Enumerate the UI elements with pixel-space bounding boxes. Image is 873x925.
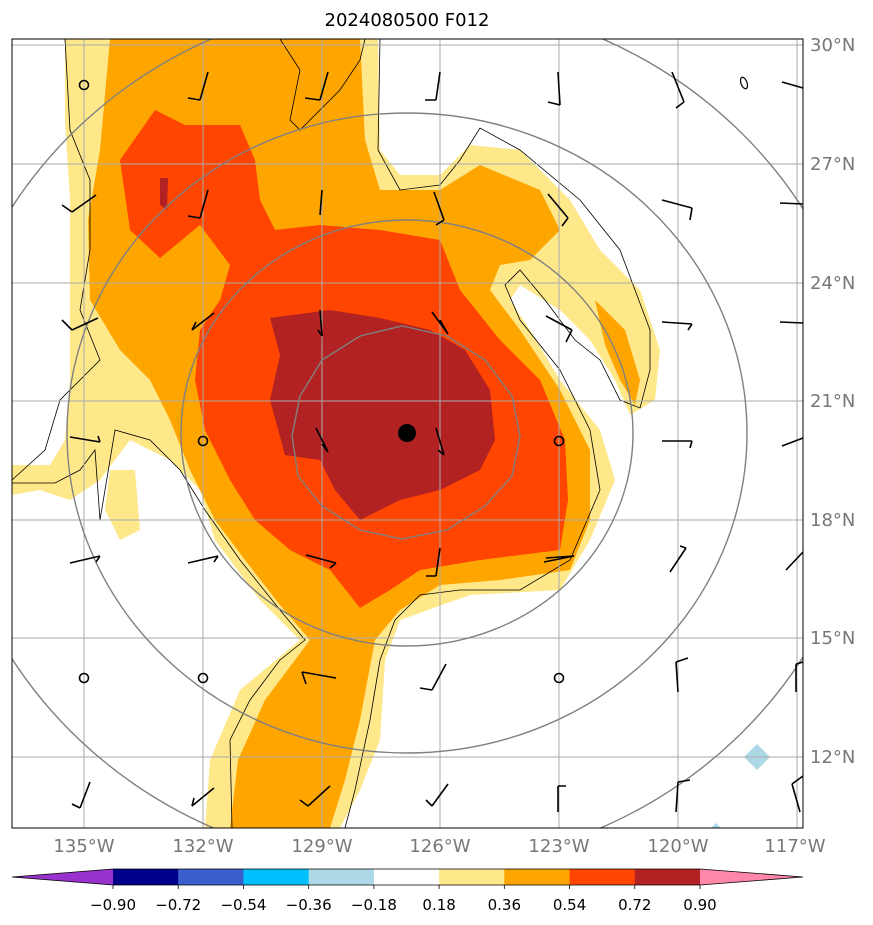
lat-label: 21°N	[810, 391, 855, 412]
calm-wind-circle	[553, 435, 565, 447]
colorbar-tick-label: 0.54	[553, 896, 586, 914]
lon-label: 126°W	[409, 836, 470, 857]
wind-barb	[187, 555, 219, 564]
lon-label: 135°W	[53, 836, 114, 857]
wind-barb	[304, 71, 329, 101]
wind-barb	[61, 317, 99, 331]
wind-barb	[317, 309, 323, 337]
wind-barb	[779, 321, 803, 324]
wind-barb	[187, 71, 209, 101]
colorbar-tick-label: 0.18	[422, 896, 455, 914]
wind-barb	[319, 189, 323, 216]
wind-barb	[191, 312, 215, 331]
wind-barb	[191, 787, 215, 807]
colorbar-segment	[634, 869, 701, 885]
lon-label: 117°W	[764, 836, 825, 857]
lon-label: 132°W	[172, 836, 233, 857]
colorbar-tick-label: −0.18	[351, 896, 397, 914]
colorbar-tick-label: 0.90	[683, 896, 716, 914]
map-area	[12, 39, 803, 828]
wind-barb	[795, 661, 803, 692]
colorbar-segment	[308, 869, 375, 885]
colorbar-tick-label: 0.36	[488, 896, 521, 914]
wind-barb	[779, 202, 803, 205]
wind-barb	[543, 555, 575, 563]
lat-label: 24°N	[810, 273, 855, 294]
calm-wind-circle	[78, 79, 90, 91]
calm-wind-circle	[197, 435, 209, 447]
colorbar-tick-label: −0.72	[155, 896, 201, 914]
lat-label: 12°N	[810, 747, 855, 768]
calm-wind-circles	[78, 79, 565, 684]
wind-barb	[545, 315, 573, 343]
lat-label: 15°N	[810, 628, 855, 649]
map-frame	[11, 38, 804, 829]
wind-barb	[301, 671, 337, 685]
latitude-labels: 30°N 27°N 24°N 21°N 18°N 15°N 12°N	[810, 35, 855, 768]
wind-barb	[305, 554, 337, 569]
range-rings	[12, 39, 803, 828]
wind-barb	[791, 775, 803, 813]
wind-barb	[557, 785, 566, 812]
wind-barb	[315, 427, 329, 453]
wind-barb	[671, 71, 685, 109]
contour-lines	[12, 39, 651, 828]
wind-barb	[433, 191, 445, 226]
wind-barb	[662, 440, 693, 449]
wind-barb	[425, 783, 449, 807]
longitude-labels: 135°W 132°W 129°W 126°W 123°W 120°W 117°…	[53, 836, 825, 857]
wind-barb	[299, 785, 331, 807]
wind-barb	[61, 194, 97, 213]
calm-wind-circle	[739, 76, 749, 90]
colorbar-extend-min	[12, 869, 113, 885]
wind-barb	[781, 437, 803, 447]
wind-barb	[547, 193, 569, 227]
wind-barb	[426, 547, 441, 577]
wind-barb	[675, 779, 691, 813]
wind-barb	[675, 657, 689, 693]
wind-barb	[661, 199, 693, 221]
colorbar-segment	[504, 869, 571, 885]
lon-label: 120°W	[647, 836, 708, 857]
colorbar-segment	[178, 869, 244, 885]
calm-wind-circle	[553, 672, 565, 684]
calm-wind-circle	[197, 672, 209, 684]
wind-barbs	[61, 71, 803, 813]
wind-barb	[71, 781, 91, 809]
wind-barb	[69, 555, 101, 564]
wind-barb	[547, 71, 561, 106]
colorbar: −0.90 −0.72 −0.54 −0.36 −0.18 0.18 0.36 0.54 0.7…	[11, 868, 804, 914]
colorbar-segment	[113, 869, 179, 885]
graticule	[12, 39, 803, 828]
wind-barb	[785, 551, 803, 571]
wind-barb	[669, 545, 687, 573]
wind-barb	[781, 81, 803, 89]
colorbar-segment	[243, 869, 310, 885]
storm-center-marker	[398, 424, 416, 442]
wind-barb	[435, 427, 445, 456]
wind-barb	[69, 435, 101, 443]
wind-barb	[425, 71, 441, 101]
lon-label: 123°W	[528, 836, 589, 857]
colorbar-segment	[373, 869, 440, 885]
colorbar-tick-label: −0.54	[220, 896, 266, 914]
wind-barb	[419, 663, 447, 691]
colorbar-extend-max	[700, 869, 803, 885]
lat-label: 27°N	[810, 154, 855, 175]
map-title: 2024080500 F012	[325, 10, 490, 31]
field-level-4	[160, 178, 495, 520]
lat-label: 30°N	[810, 35, 855, 56]
calm-wind-circle	[78, 672, 90, 684]
wind-barb	[187, 189, 209, 219]
wind-barb	[661, 321, 693, 331]
colorbar-tick-label: −0.90	[90, 896, 136, 914]
lat-label: 18°N	[810, 510, 855, 531]
colorbar-tick-label: 0.72	[618, 896, 651, 914]
lon-label: 129°W	[291, 836, 352, 857]
colorbar-tick-label: −0.36	[286, 896, 332, 914]
colorbar-segment	[569, 869, 636, 885]
colorbar-segment	[439, 869, 505, 885]
wind-barb	[431, 311, 449, 335]
